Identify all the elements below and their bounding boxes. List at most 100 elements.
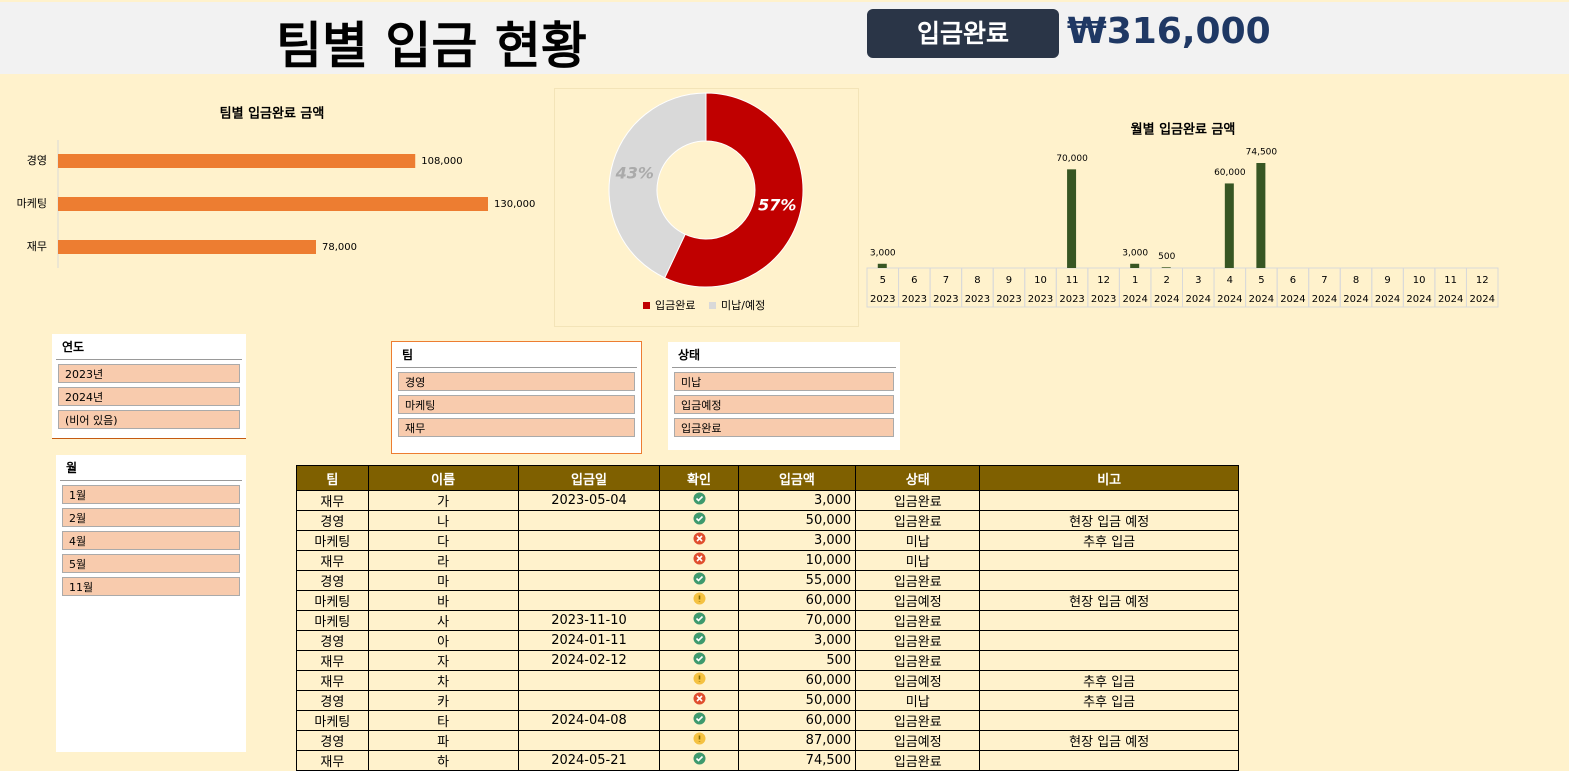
data-label: 3,000: [1122, 248, 1148, 258]
slicer-item[interactable]: (비어 있음): [58, 410, 240, 429]
table-cell: [979, 570, 1239, 591]
table-cell: 나: [367, 510, 519, 531]
table-cell: 사: [367, 610, 519, 631]
table-cell: [517, 590, 661, 611]
table-cell: 10,000: [737, 550, 857, 571]
bar: [58, 240, 316, 254]
table-cell: 74,500: [737, 750, 857, 771]
x-tick-label: 12: [1097, 275, 1110, 286]
y-tick-label: 재무: [27, 240, 47, 253]
table-cell: 입금완료: [855, 610, 981, 631]
slicer-month[interactable]: 월 1월 2월 4월 5월 11월: [56, 455, 246, 752]
x-tick-label: 8: [1353, 275, 1359, 286]
check-cell: [659, 630, 739, 651]
data-label: 108,000: [421, 156, 462, 167]
table-cell: 현장 입금 예정: [979, 590, 1239, 611]
slicer-item[interactable]: 1월: [62, 485, 240, 504]
table-cell: 카: [367, 690, 519, 711]
table-cell: 추후 입금: [979, 690, 1239, 711]
icon-glyph: [695, 515, 703, 522]
x-tick-label: 2024: [1154, 294, 1179, 305]
table-cell: 경영: [296, 570, 369, 591]
status-icon: [693, 712, 705, 725]
x-tick-label: 2024: [1312, 294, 1337, 305]
table-row: 재무 라 10,000 미납: [296, 550, 1239, 571]
icon-glyph: [695, 755, 703, 762]
slicer-item[interactable]: 11월: [62, 577, 240, 596]
table-cell: [979, 630, 1239, 651]
table-cell: 70,000: [737, 610, 857, 631]
table-cell: 입금완료: [855, 630, 981, 651]
slicer-year[interactable]: 연도 2023년 2024년 (비어 있음): [52, 334, 246, 439]
table-row: 마케팅 다 3,000 미납 추후 입금: [296, 530, 1239, 551]
table-cell: 마케팅: [296, 590, 369, 611]
table-cell: 3,000: [737, 530, 857, 551]
bar: [58, 154, 416, 168]
table-cell: 2024-02-12: [517, 650, 661, 671]
slicer-title: 월: [60, 455, 242, 481]
x-tick-label: 1: [1132, 275, 1138, 286]
table-cell: 2024-05-21: [517, 750, 661, 771]
table-row: 마케팅 타 2024-04-08 60,000 입금완료: [296, 710, 1239, 731]
x-tick-label: 10: [1413, 275, 1426, 286]
slicer-item[interactable]: 2월: [62, 508, 240, 527]
icon-glyph: [695, 555, 703, 562]
slicer-title: 상태: [672, 342, 896, 368]
slicer-item[interactable]: 2023년: [58, 364, 240, 383]
x-tick-label: 2024: [1217, 294, 1242, 305]
x-tick-label: 2023: [1028, 294, 1053, 305]
data-label: 43%: [615, 164, 654, 183]
slicer-item[interactable]: 4월: [62, 531, 240, 550]
table-cell: 2024-04-08: [517, 710, 661, 731]
check-cell: [659, 650, 739, 671]
slicer-item[interactable]: 경영: [398, 372, 635, 391]
table-cell: 입금완료: [855, 650, 981, 671]
slicer-item[interactable]: 2024년: [58, 387, 240, 406]
status-icon: [693, 592, 705, 605]
x-tick-label: 2023: [1059, 294, 1084, 305]
table-cell: [979, 610, 1239, 631]
slicer-item[interactable]: 입금예정: [674, 395, 894, 414]
x-tick-label: 11: [1444, 275, 1457, 286]
x-tick-label: 2023: [870, 294, 895, 305]
table-cell: 50,000: [737, 510, 857, 531]
header-cell: 입금일: [517, 465, 661, 491]
slicer-item[interactable]: 재무: [398, 418, 635, 437]
x-tick-label: 5: [1258, 275, 1264, 286]
data-label: 500: [1158, 252, 1175, 262]
slicer-item[interactable]: 입금완료: [674, 418, 894, 437]
x-tick-label: 2023: [1091, 294, 1116, 305]
slicer-item[interactable]: 5월: [62, 554, 240, 573]
data-label: 74,500: [1246, 148, 1278, 158]
x-tick-label: 7: [1321, 275, 1327, 286]
slicer-item[interactable]: 미납: [674, 372, 894, 391]
table-cell: [517, 570, 661, 591]
table-cell: [979, 710, 1239, 731]
x-tick-label: 2023: [933, 294, 958, 305]
x-tick-label: 2024: [1186, 294, 1211, 305]
x-tick-label: 2024: [1249, 294, 1274, 305]
status-icon: [693, 532, 705, 545]
table-cell: 50,000: [737, 690, 857, 711]
table-cell: 입금완료: [855, 710, 981, 731]
table-cell: 60,000: [737, 590, 857, 611]
table-cell: 87,000: [737, 730, 857, 751]
check-cell: [659, 590, 739, 611]
slicer-title: 팀: [396, 342, 637, 368]
table-row: 재무 하 2024-05-21 74,500 입금완료: [296, 750, 1239, 771]
table-cell: 입금예정: [855, 670, 981, 691]
icon-glyph: [695, 695, 703, 702]
icon-glyph: [695, 615, 703, 622]
table-cell: 경영: [296, 690, 369, 711]
slicer-item[interactable]: 마케팅: [398, 395, 635, 414]
table-cell: 다: [367, 530, 519, 551]
table-cell: [517, 510, 661, 531]
check-cell: [659, 550, 739, 571]
table-cell: 입금완료: [855, 490, 981, 511]
table-cell: 미납: [855, 690, 981, 711]
status-icon: [693, 692, 705, 705]
table-cell: [517, 550, 661, 571]
legend-label: 입금완료: [655, 299, 695, 312]
